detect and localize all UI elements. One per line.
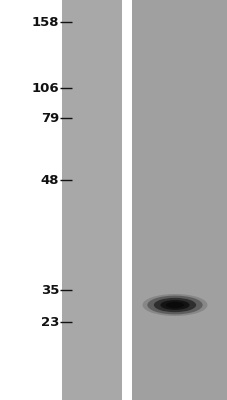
- Text: 35: 35: [40, 284, 59, 296]
- Text: 23: 23: [40, 316, 59, 328]
- Ellipse shape: [147, 296, 202, 314]
- Ellipse shape: [153, 298, 195, 312]
- Bar: [121, 0, 131, 400]
- Bar: [62, 0, 121, 400]
- Bar: [131, 0, 227, 400]
- Text: 158: 158: [31, 16, 59, 28]
- Text: 106: 106: [31, 82, 59, 94]
- Text: 48: 48: [40, 174, 59, 186]
- Text: 79: 79: [41, 112, 59, 124]
- Ellipse shape: [165, 302, 183, 308]
- Ellipse shape: [160, 300, 189, 310]
- Ellipse shape: [142, 294, 207, 316]
